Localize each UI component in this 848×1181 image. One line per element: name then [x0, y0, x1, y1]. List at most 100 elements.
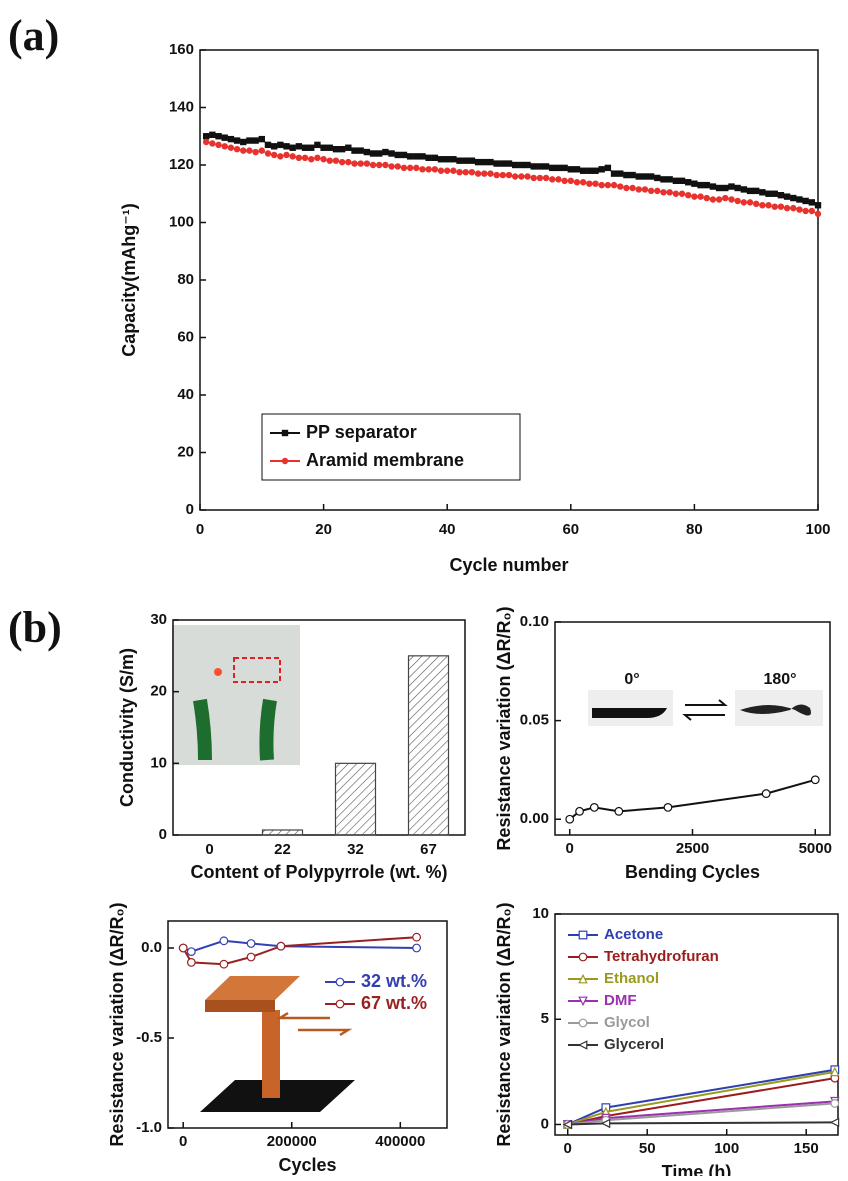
marker — [814, 210, 822, 218]
x-tick-label: 0 — [566, 840, 574, 857]
panel-label: (b) — [8, 603, 62, 652]
marker — [549, 164, 556, 172]
marker — [400, 151, 408, 159]
marker — [289, 144, 296, 151]
marker — [567, 177, 575, 185]
legend-label: 32 wt.% — [361, 971, 427, 991]
marker — [703, 181, 710, 189]
legend-label: Acetone — [604, 926, 663, 943]
marker — [709, 196, 717, 203]
marker — [425, 166, 432, 173]
y-tick-label: 10 — [532, 905, 549, 922]
marker — [308, 156, 315, 163]
marker — [722, 194, 729, 202]
y-tick-label: 20 — [150, 683, 167, 700]
marker — [487, 170, 494, 177]
plot-frame — [554, 913, 839, 1136]
marker — [270, 143, 278, 150]
x-tick-label: 67 — [420, 841, 437, 858]
marker — [697, 181, 704, 189]
marker — [335, 977, 345, 987]
marker — [295, 143, 303, 150]
y-axis-title: Resistance variation (ΔR/R₀) — [494, 606, 514, 850]
marker — [617, 170, 624, 177]
marker — [186, 958, 196, 967]
bar — [261, 829, 304, 836]
marker — [518, 173, 525, 180]
y-tick-label: 0.0 — [141, 939, 162, 956]
marker — [209, 140, 216, 147]
marker — [462, 157, 469, 164]
x-tick-label: 0 — [196, 521, 204, 538]
marker — [450, 167, 457, 174]
marker — [186, 947, 196, 956]
marker — [685, 191, 692, 199]
marker — [654, 187, 661, 195]
y-tick-label: -1.0 — [136, 1119, 162, 1136]
y-tick-label: 0 — [541, 1115, 549, 1132]
marker — [219, 936, 229, 946]
marker — [338, 145, 346, 153]
x-axis-title: Time (h) — [662, 1162, 732, 1176]
marker — [663, 802, 673, 812]
marker — [542, 174, 550, 182]
marker — [567, 166, 575, 173]
marker — [578, 973, 588, 984]
marker — [549, 176, 556, 183]
legend-label: Glycol — [604, 1014, 650, 1031]
marker — [240, 147, 247, 154]
marker — [314, 154, 321, 162]
marker — [376, 161, 383, 169]
y-tick-label: 100 — [169, 213, 194, 230]
marker — [406, 153, 414, 160]
y-tick-label: 0 — [186, 501, 194, 518]
marker — [363, 148, 371, 156]
marker — [431, 154, 439, 162]
y-tick-label: 0.05 — [520, 712, 549, 729]
marker — [264, 150, 272, 157]
marker — [369, 161, 377, 169]
y-tick-label: 80 — [177, 271, 194, 288]
marker — [589, 802, 599, 812]
marker — [579, 167, 587, 174]
marker — [666, 176, 673, 183]
marker — [252, 148, 259, 156]
legend-label: Ethanol — [604, 970, 659, 987]
y-tick-label: 140 — [169, 98, 194, 115]
marker — [437, 156, 445, 163]
marker — [761, 789, 771, 798]
marker — [759, 202, 766, 209]
x-tick-label: 100 — [714, 1140, 739, 1157]
legend-label: Tetrahydrofuran — [604, 948, 719, 965]
x-tick-label: 150 — [794, 1140, 819, 1157]
marker — [258, 147, 265, 154]
y-tick-label: 60 — [177, 328, 194, 345]
marker — [209, 131, 216, 139]
marker — [562, 1119, 573, 1130]
x-tick-label: 32 — [347, 841, 364, 858]
marker — [614, 806, 624, 816]
marker — [493, 171, 500, 179]
marker — [802, 197, 809, 205]
annotation: 180° — [763, 671, 796, 688]
marker — [511, 161, 519, 169]
bar — [334, 762, 377, 836]
marker — [629, 184, 636, 192]
marker — [227, 144, 235, 151]
marker — [345, 144, 352, 151]
x-axis-title: Content of Polypyrrole (wt. %) — [190, 862, 447, 882]
marker — [734, 197, 741, 205]
x-tick-label: 2500 — [676, 840, 709, 857]
marker — [722, 184, 729, 192]
marker — [600, 1118, 611, 1129]
marker — [270, 151, 278, 159]
marker — [246, 147, 253, 154]
marker — [592, 180, 599, 187]
y-tick-label: 0.00 — [520, 810, 549, 827]
marker — [777, 191, 785, 199]
marker — [536, 163, 544, 170]
marker — [565, 814, 575, 824]
marker — [808, 207, 816, 215]
marker — [382, 161, 389, 169]
